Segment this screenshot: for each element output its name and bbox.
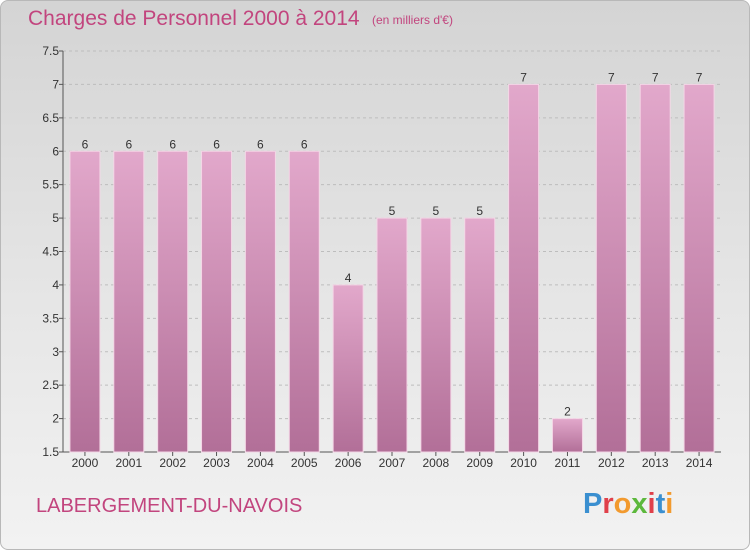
x-tick-label: 2006 [335, 456, 362, 470]
x-tick-label: 2010 [510, 456, 537, 470]
data-label: 4 [345, 271, 352, 285]
y-tick-label: 1.5 [42, 445, 59, 459]
data-label: 7 [696, 70, 703, 84]
logo-letter: r [602, 488, 614, 520]
x-tick-label: 2001 [115, 456, 142, 470]
y-tick-label: 2 [52, 412, 59, 426]
y-tick-label: 3.5 [42, 311, 59, 325]
logo-letter: i [647, 488, 656, 520]
x-tick-label: 2013 [642, 456, 669, 470]
x-tick-label: 2011 [555, 456, 581, 470]
y-tick-label: 4.5 [42, 245, 59, 259]
y-tick-label: 6 [52, 144, 59, 158]
y-tick-label: 7 [52, 77, 59, 91]
bar [157, 150, 189, 453]
y-tick-label: 6.5 [42, 111, 59, 125]
x-tick-label: 2009 [466, 456, 493, 470]
x-tick-label: 2012 [598, 456, 625, 470]
bar [376, 217, 408, 453]
logo-letter: P [583, 488, 603, 520]
x-tick-label: 2000 [72, 456, 99, 470]
data-label: 7 [520, 70, 527, 84]
x-tick-label: 2003 [203, 456, 230, 470]
bar [69, 150, 101, 453]
data-label: 7 [652, 70, 659, 84]
chart-subtitle: (en milliers d'€) [372, 13, 453, 27]
x-tick-label: 2014 [686, 456, 713, 470]
bar [288, 150, 320, 453]
data-label: 6 [125, 137, 132, 151]
data-label: 5 [433, 204, 440, 218]
y-tick-label: 2.5 [42, 378, 59, 392]
bar [683, 83, 715, 453]
y-tick-label: 7.5 [42, 44, 59, 58]
x-tick-label: 2004 [247, 456, 274, 470]
y-tick-label: 5 [52, 211, 59, 225]
logo-letter: o [613, 488, 632, 520]
bar [201, 150, 233, 453]
chart-title: Charges de Personnel 2000 à 2014 [28, 7, 360, 30]
bar [113, 150, 145, 453]
data-label: 6 [82, 137, 89, 151]
bar [639, 83, 671, 453]
proxiti-logo: Proxiti [583, 488, 673, 521]
y-tick-label: 5.5 [42, 178, 59, 192]
x-tick-label: 2007 [379, 456, 406, 470]
data-label: 2 [564, 405, 571, 419]
x-tick-label: 2008 [423, 456, 450, 470]
logo-letter: i [665, 488, 674, 520]
y-tick-label: 3 [52, 345, 59, 359]
logo-letter: t [655, 488, 666, 520]
data-label: 7 [608, 70, 615, 84]
bar [508, 83, 540, 453]
data-label: 6 [213, 137, 220, 151]
bar [420, 217, 452, 453]
y-tick-label: 4 [52, 278, 59, 292]
bar [595, 83, 627, 453]
bar [551, 418, 583, 453]
data-label: 6 [169, 137, 176, 151]
bar [464, 217, 496, 453]
bar [244, 150, 276, 453]
x-tick-label: 2005 [291, 456, 318, 470]
data-label: 5 [389, 204, 396, 218]
data-label: 6 [301, 137, 308, 151]
commune-name: LABERGEMENT-DU-NAVOIS [36, 495, 303, 517]
data-label: 6 [257, 137, 264, 151]
bar [332, 284, 364, 453]
data-label: 5 [476, 204, 483, 218]
x-tick-label: 2002 [159, 456, 186, 470]
logo-letter: x [631, 488, 648, 520]
